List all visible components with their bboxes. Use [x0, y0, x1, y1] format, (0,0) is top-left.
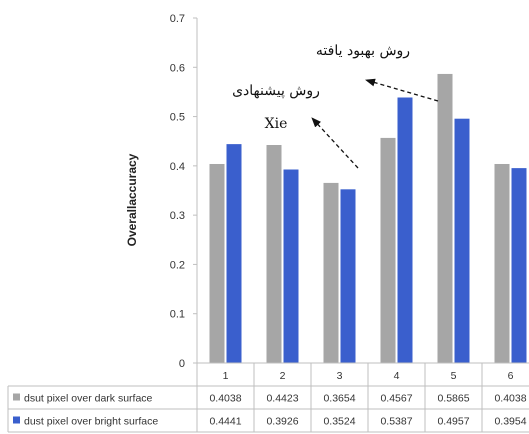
arrow-improved-method — [365, 78, 439, 102]
table-value: 0.5865 — [437, 393, 469, 405]
table-value: 0.4567 — [380, 393, 412, 405]
y-tick-label: 0.1 — [170, 309, 185, 321]
y-tick-label: 0.6 — [170, 62, 185, 74]
y-tick-label: 0 — [179, 358, 185, 370]
table-value: 0.4441 — [209, 416, 241, 428]
bar-dark-surface — [494, 163, 510, 363]
arrow-xie-method — [311, 117, 359, 169]
category-label: 4 — [394, 370, 400, 382]
table-value: 0.4038 — [494, 393, 526, 405]
bar-bright-surface — [283, 169, 299, 363]
y-tick-label: 0.7 — [170, 13, 185, 25]
annotation-xie-label: Xie — [265, 116, 288, 132]
table-value: 0.4423 — [266, 393, 298, 405]
bar-dark-surface — [380, 137, 396, 363]
bar-dark-surface — [209, 163, 225, 363]
table-value: 0.3654 — [323, 393, 355, 405]
bar-dark-surface — [323, 182, 339, 363]
y-axis-label: Overallaccuracy — [125, 153, 139, 246]
category-label: 1 — [223, 370, 229, 382]
legend-swatch — [13, 416, 20, 424]
bar-bright-surface — [397, 97, 413, 363]
annotation-improved-method: روش بهبود یافته — [316, 43, 410, 59]
legend-swatch — [13, 393, 20, 401]
table-value: 0.5387 — [380, 416, 412, 428]
bars — [209, 73, 527, 364]
y-tick-label: 0.2 — [170, 259, 185, 271]
category-label: 5 — [451, 370, 457, 382]
bar-bright-surface — [340, 189, 356, 363]
table-value: 0.4957 — [437, 416, 469, 428]
category-label: 2 — [280, 370, 286, 382]
y-tick-label: 0.5 — [170, 112, 185, 124]
table-value: 0.4038 — [209, 393, 241, 405]
category-label: 6 — [508, 370, 514, 382]
y-ticks: 0 0.1 0.2 0.3 0.4 0.5 0.6 0.7 — [170, 13, 197, 370]
table-value: 0.3954 — [494, 416, 526, 428]
table-value: 0.3524 — [323, 416, 355, 428]
bar-bright-surface — [226, 144, 242, 363]
bar-bright-surface — [511, 168, 527, 363]
legend-label: dsut pixel over dark surface — [24, 393, 153, 405]
bar-dark-surface — [437, 73, 453, 364]
bar-dark-surface — [266, 145, 282, 363]
bar-bright-surface — [454, 118, 470, 364]
y-tick-label: 0.4 — [170, 161, 185, 173]
annotation-xie-method: روش پیشنهادی — [232, 83, 320, 99]
y-tick-label: 0.3 — [170, 210, 185, 222]
legend-label: dust pixel over bright surface — [24, 416, 158, 428]
category-label: 3 — [337, 370, 343, 382]
table-value: 0.3926 — [266, 416, 298, 428]
data-table: 1 2 3 4 5 6 dsut pixel over dark surface 0.4038… — [7, 362, 529, 433]
